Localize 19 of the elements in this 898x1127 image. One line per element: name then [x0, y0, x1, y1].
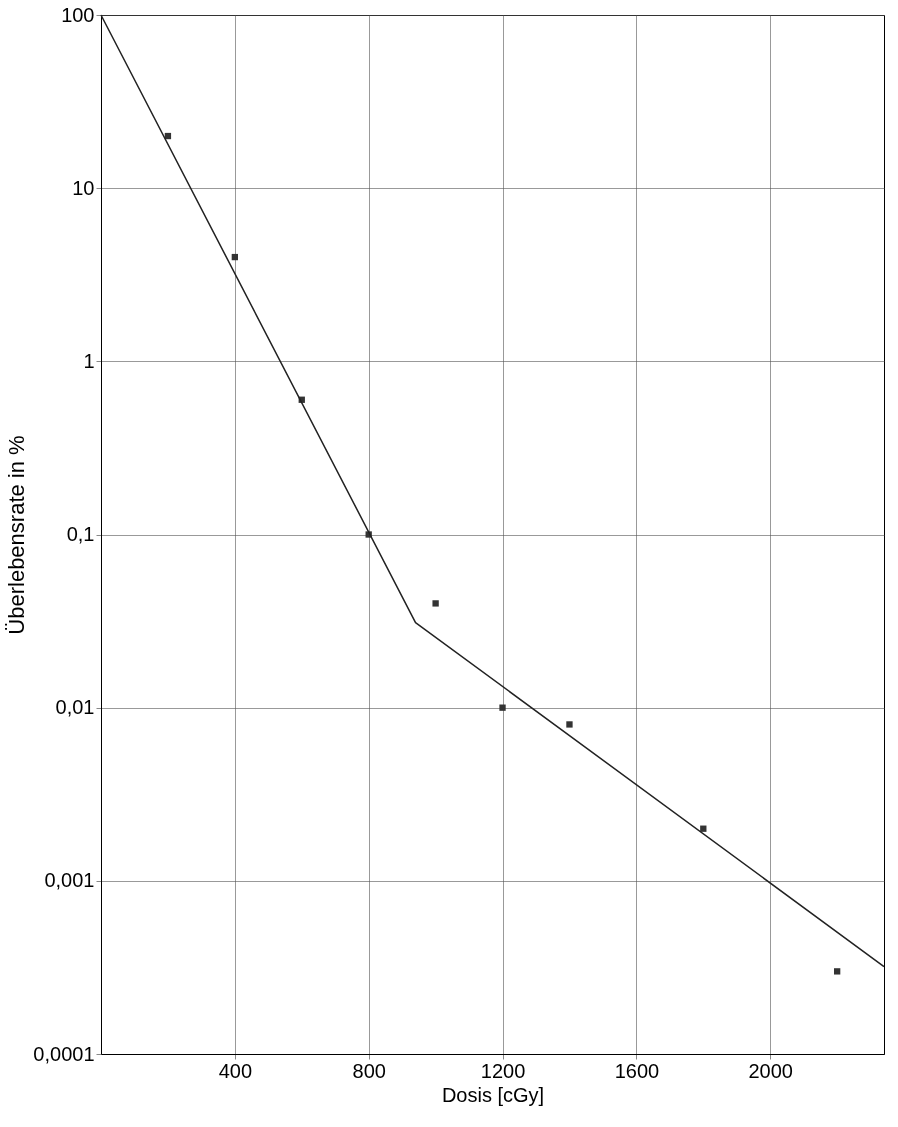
point — [566, 721, 573, 728]
y-axis-title: Überlebensrate in % — [4, 435, 30, 635]
point — [833, 968, 841, 975]
y-tick-label: 0,0001 — [33, 1042, 95, 1065]
x-tick-label: 400 — [218, 1059, 253, 1082]
x-tick-label: 1600 — [614, 1059, 660, 1082]
x-axis-title: Dosis [cGy] — [441, 1083, 545, 1106]
x-tick-label: 1200 — [480, 1059, 526, 1082]
y-tick-label: 0,01 — [55, 696, 95, 719]
y-tick-label: 100 — [61, 3, 95, 26]
x-tick-label: 800 — [352, 1059, 386, 1082]
y-tick-label: 1 — [83, 349, 95, 372]
y-tick-label: 10 — [72, 176, 95, 199]
point — [499, 704, 506, 711]
y-tick-label: 0,1 — [66, 523, 95, 545]
point — [231, 253, 239, 261]
point — [432, 600, 439, 607]
y-tick-label: 0,001 — [44, 869, 95, 892]
x-tick-label: 2000 — [748, 1059, 793, 1082]
